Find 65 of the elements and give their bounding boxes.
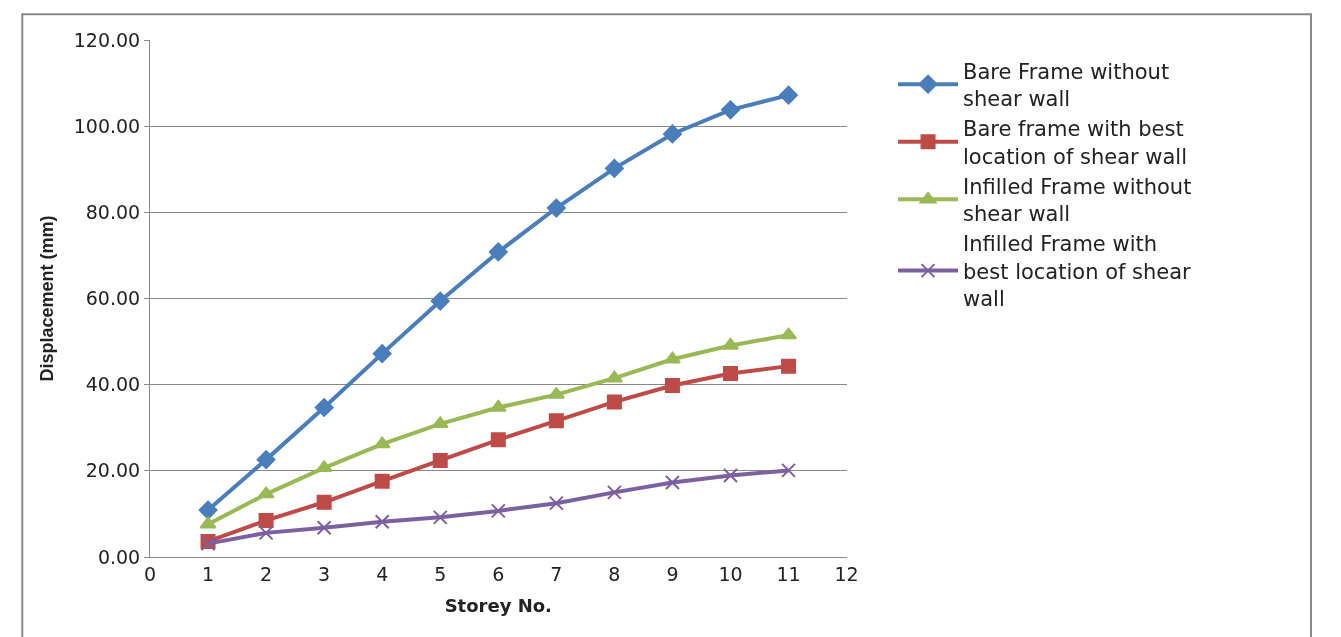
point xyxy=(781,358,797,374)
point xyxy=(663,124,682,144)
x-tick-label: 5 xyxy=(434,562,447,585)
x-tick-label: 4 xyxy=(376,562,389,585)
point xyxy=(548,413,564,429)
x-tick-label: 2 xyxy=(260,562,273,585)
point xyxy=(199,516,217,529)
legend-label: Infilled Frame without shear wall xyxy=(963,174,1192,227)
point xyxy=(664,474,680,490)
x-tick-label: 10 xyxy=(718,562,743,585)
x-tick-label: 9 xyxy=(666,562,679,585)
point xyxy=(606,484,622,500)
point xyxy=(723,365,738,381)
x-axis-title: Storey No. xyxy=(444,594,552,616)
x-tick-label: 12 xyxy=(834,562,859,585)
point xyxy=(490,503,506,519)
x-tick-label: 11 xyxy=(776,562,801,585)
point xyxy=(432,452,448,468)
point xyxy=(721,100,740,120)
point xyxy=(548,495,564,511)
point xyxy=(604,158,624,178)
y-tick-label: 120.00 xyxy=(73,28,141,51)
point xyxy=(546,198,566,218)
point xyxy=(431,416,449,429)
legend-label: Bare frame with best location of shear wall xyxy=(963,117,1188,169)
x-tick-label: 0 xyxy=(143,562,157,585)
point xyxy=(373,436,391,449)
x-tick-label: 7 xyxy=(550,562,563,585)
point xyxy=(256,450,276,470)
point xyxy=(430,291,450,311)
point xyxy=(664,378,680,394)
y-axis-title: Displacement (mm) xyxy=(36,215,57,382)
y-tick-label: 80.00 xyxy=(85,200,141,223)
point xyxy=(314,398,334,417)
point xyxy=(605,370,623,383)
point xyxy=(432,509,448,525)
y-tick-label: 20.00 xyxy=(85,459,141,482)
point xyxy=(374,514,390,530)
point xyxy=(258,512,274,528)
y-tick-label: 0.00 xyxy=(97,545,141,568)
point xyxy=(257,486,275,499)
point xyxy=(723,468,738,484)
point xyxy=(781,462,797,478)
y-tick-label: 100.00 xyxy=(73,114,141,137)
legend-label: Infilled Frame with best location of shear wall xyxy=(963,232,1192,312)
x-tick-label: 3 xyxy=(318,562,331,585)
y-tick-label: 60.00 xyxy=(85,287,141,310)
x-tick-label: 1 xyxy=(202,562,215,585)
point xyxy=(316,494,332,510)
point xyxy=(780,327,798,340)
legend-label: Bare Frame without shear wall xyxy=(963,59,1170,111)
x-tick-label: 6 xyxy=(492,562,505,585)
point xyxy=(316,520,332,536)
point xyxy=(374,473,390,489)
point xyxy=(663,351,681,364)
point xyxy=(490,432,506,448)
point xyxy=(779,85,798,105)
point xyxy=(372,344,392,364)
point xyxy=(198,500,218,520)
point xyxy=(606,394,622,410)
point xyxy=(315,460,333,473)
point xyxy=(258,525,274,541)
point xyxy=(488,242,508,262)
x-tick-label: 8 xyxy=(608,562,621,585)
y-tick-label: 40.00 xyxy=(85,373,141,396)
